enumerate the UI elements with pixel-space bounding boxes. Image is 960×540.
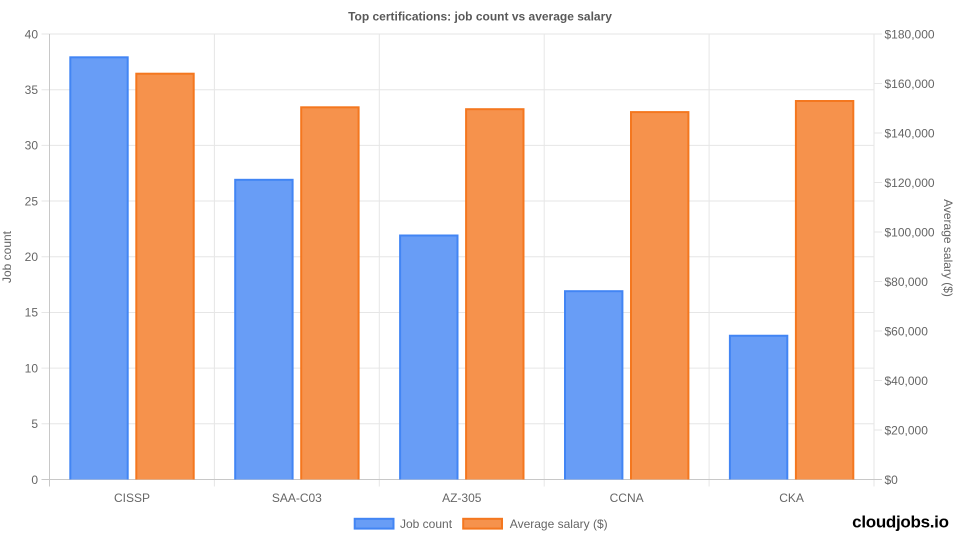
svg-text:CISSP: CISSP: [114, 491, 150, 505]
svg-text:Job count: Job count: [400, 517, 453, 531]
svg-text:$140,000: $140,000: [885, 126, 935, 140]
svg-text:CKA: CKA: [779, 491, 804, 505]
svg-text:CCNA: CCNA: [610, 491, 644, 505]
svg-text:5: 5: [31, 417, 38, 431]
svg-text:30: 30: [25, 139, 39, 153]
svg-text:$20,000: $20,000: [885, 423, 929, 437]
svg-text:Average salary ($): Average salary ($): [510, 517, 608, 531]
svg-text:0: 0: [31, 473, 38, 487]
svg-text:$160,000: $160,000: [885, 77, 935, 91]
svg-text:SAA-C03: SAA-C03: [272, 491, 322, 505]
svg-text:$180,000: $180,000: [885, 27, 935, 41]
svg-text:cloudjobs.io: cloudjobs.io: [852, 512, 949, 531]
svg-text:20: 20: [25, 250, 39, 264]
svg-text:$0: $0: [885, 473, 899, 487]
svg-text:$120,000: $120,000: [885, 176, 935, 190]
svg-text:Average salary ($): Average salary ($): [941, 199, 955, 297]
svg-text:15: 15: [25, 306, 39, 320]
svg-text:$60,000: $60,000: [885, 324, 929, 338]
svg-text:Top certifications: job count: Top certifications: job count vs average…: [348, 10, 612, 24]
svg-text:AZ-305: AZ-305: [442, 491, 482, 505]
svg-text:$80,000: $80,000: [885, 275, 929, 289]
svg-text:10: 10: [25, 361, 39, 375]
svg-text:35: 35: [25, 83, 39, 97]
svg-text:25: 25: [25, 194, 39, 208]
svg-text:$40,000: $40,000: [885, 374, 929, 388]
svg-text:Job count: Job count: [0, 230, 14, 283]
svg-text:$100,000: $100,000: [885, 225, 935, 239]
svg-text:40: 40: [25, 27, 39, 41]
